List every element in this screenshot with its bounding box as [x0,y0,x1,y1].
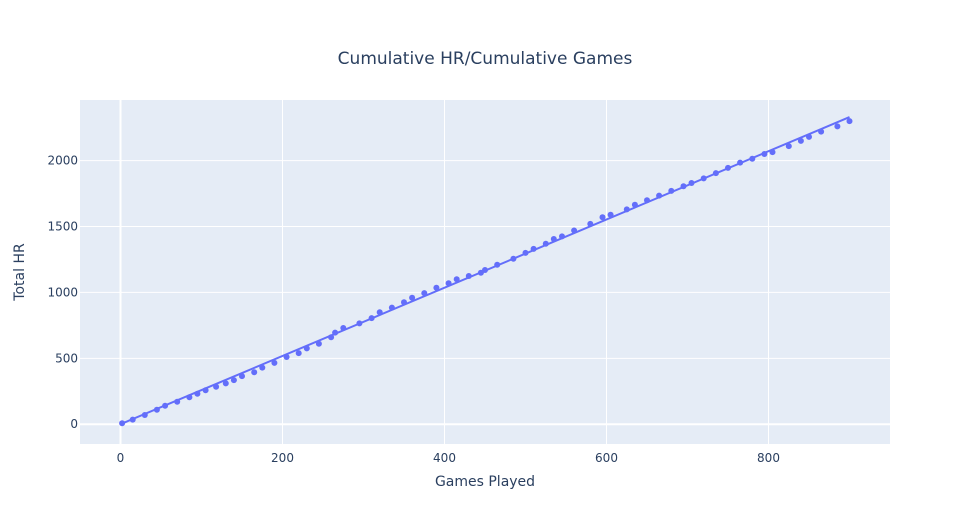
data-point [631,201,638,208]
data-point [785,143,792,150]
data-point [332,329,339,336]
x-tick-label: 200 [271,451,294,465]
data-point [162,402,169,409]
x-tick-labels: 0 200 400 600 800 [117,451,780,465]
x-gridlines [119,100,769,444]
data-point [482,267,488,273]
data-point [737,159,744,166]
data-point [409,294,416,301]
data-point [315,340,322,347]
data-point [834,123,841,130]
data-point [668,187,675,194]
data-points [119,118,853,427]
y-tick-label: 2000 [47,154,78,168]
data-point [542,240,549,247]
data-point [571,227,578,234]
data-point [445,280,452,287]
data-point [239,373,245,380]
data-point [749,155,756,162]
data-point [186,394,193,401]
x-tick-label: 600 [595,451,618,465]
data-point [700,175,707,182]
data-point [680,183,687,190]
y-tick-label: 500 [55,351,78,365]
y-tick-labels: 0 500 1000 1500 2000 [47,154,78,432]
x-tick-label: 0 [117,451,125,465]
data-point [712,170,719,177]
data-point [153,406,160,413]
data-point [230,377,237,384]
data-point [550,236,557,242]
data-point [599,214,606,221]
data-point [656,192,663,199]
data-point [259,364,266,371]
data-point [465,273,472,279]
y-tick-label: 0 [70,417,78,431]
data-point [283,354,290,360]
data-point [376,309,383,316]
data-point [328,334,335,341]
data-point [510,255,517,262]
chart-title: Cumulative HR/Cumulative Games [338,49,633,69]
data-point [271,359,278,366]
data-point [453,276,460,283]
data-point [368,315,375,322]
data-point [222,380,229,387]
data-point [303,345,310,352]
data-point [806,133,812,140]
data-point [644,197,650,204]
x-axis-title: Games Played [435,474,535,490]
data-point [559,233,565,240]
data-point [797,137,804,144]
data-point [433,284,440,291]
data-point [388,304,395,311]
data-point [818,128,825,135]
data-point [587,220,594,227]
data-point [213,383,220,390]
data-point [141,412,148,418]
data-point [623,206,630,213]
y-tick-label: 1500 [47,220,78,234]
data-point [194,390,201,397]
y-axis-title: Total HR [12,243,28,302]
data-point [202,387,209,394]
data-point [129,416,136,423]
data-point [761,151,768,157]
data-point [340,325,347,331]
data-point [846,118,853,125]
data-point [251,369,258,376]
data-point [769,149,776,156]
data-point [174,398,181,405]
y-gridlines [80,160,890,426]
data-point [688,180,695,186]
data-point [725,164,731,171]
data-point [356,320,363,327]
data-point [401,299,407,306]
data-point [421,290,428,297]
data-point [530,245,537,252]
x-tick-label: 800 [757,451,780,465]
x-tick-label: 400 [433,451,456,465]
y-tick-label: 1000 [47,285,78,299]
data-point [522,249,529,256]
data-point [119,420,126,427]
data-point [295,350,302,357]
data-point [494,261,501,268]
data-point [607,211,614,218]
